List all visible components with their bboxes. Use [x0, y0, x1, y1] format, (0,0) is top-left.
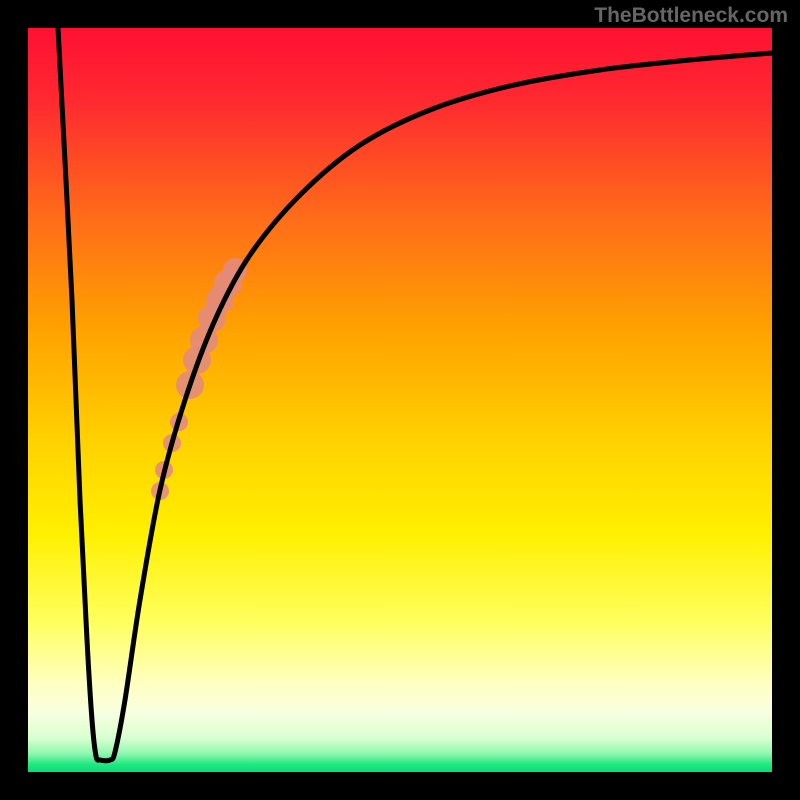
bottleneck-chart	[0, 0, 800, 800]
watermark-text: TheBottleneck.com	[594, 4, 788, 28]
chart-gradient-background	[28, 28, 772, 772]
